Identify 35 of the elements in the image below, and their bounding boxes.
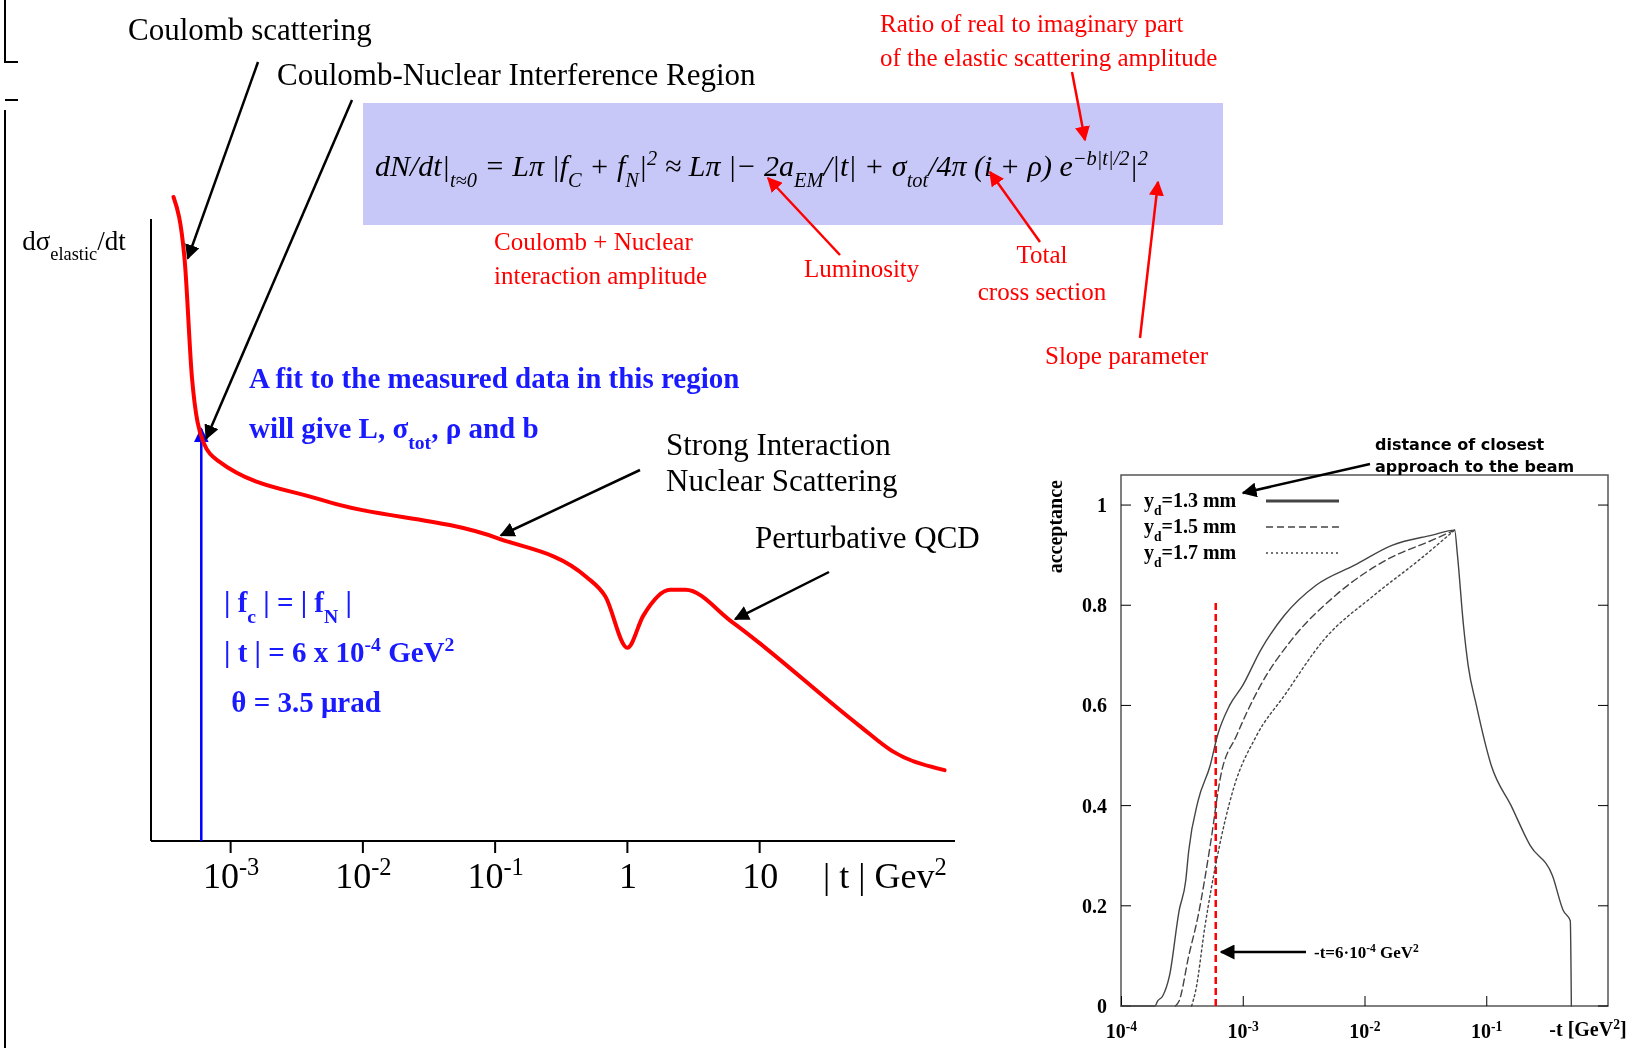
legend-label: y$_{d}$=1.3 mm [1144, 489, 1237, 518]
y-tick-label: 0 [1097, 995, 1107, 1017]
x-tick-label: 10$^{-3}$ [1227, 1018, 1260, 1042]
x-axis-title: | t | Gev$^{2}$ [823, 852, 947, 896]
x-tick-label: 10$^{-4}$ [1105, 1018, 1138, 1042]
legend-label: y$_{d}$=1.5 mm [1144, 515, 1237, 544]
x-tick-label: 10 [742, 856, 779, 896]
annotation: Coulomb scattering [128, 12, 372, 47]
x-tick-label: 10$^{-2}$ [1349, 1018, 1381, 1042]
x-axis-title: -t [GeV$^{2}$] [1549, 1016, 1627, 1040]
x-tick-label: 10$^{-2}$ [335, 852, 392, 896]
annotation: -t=6·10$^{-4}$ GeV$^{2}$ [1314, 941, 1420, 962]
annotation: Perturbative QCD [755, 520, 980, 555]
x-tick-label: 10$^{-1}$ [1471, 1018, 1503, 1042]
annotation: Coulomb-Nuclear Interference Region [277, 57, 757, 92]
annotation: distance of closest approach to the beam [1375, 435, 1575, 476]
x-tick-label: 1 [618, 856, 637, 896]
y-tick-label: 0.6 [1082, 694, 1107, 717]
text: Slope parameter [1045, 342, 1209, 369]
y-axis-title: dσ$_{elastic}$/dt [22, 226, 127, 264]
annotation: Coulomb + Nuclear interaction amplitude [494, 228, 708, 289]
y-axis-title: acceptance [1044, 479, 1067, 574]
text: | f$_{c}$ | = | f$_{N}$ | | t | = 6 x 10$^{-4}$ GeV$^{2}$ θ = 3.5 μrad [224, 586, 455, 718]
y-tick-label: 0.8 [1082, 594, 1107, 617]
y-tick-label: 0.4 [1082, 794, 1107, 817]
y-tick-label: 0.2 [1082, 894, 1107, 917]
annotation: Luminosity [804, 255, 920, 282]
y-tick-label: 1 [1097, 494, 1107, 517]
legend-label: y$_{d}$=1.7 mm [1144, 541, 1237, 570]
x-tick-label: 10$^{-3}$ [202, 852, 260, 896]
text: Total cross section [977, 241, 1107, 305]
x-tick-label: 10$^{-1}$ [467, 852, 524, 896]
annotation: Strong Interaction Nuclear Scattering [666, 427, 898, 498]
text: dN/dt|$_{t≈0}$ = Lπ |f$_{C}$ + f$_{N}$|$^{2}$ ≈ Lπ |− 2a$_{EM}$/|t| + σ$_{tot}$/4π (i + ρ) e$^{−b|t|/2}$|$^{2}$ [375, 147, 1148, 191]
text: Ratio of real to imaginary part of the elastic scattering amplitude [880, 10, 1218, 71]
